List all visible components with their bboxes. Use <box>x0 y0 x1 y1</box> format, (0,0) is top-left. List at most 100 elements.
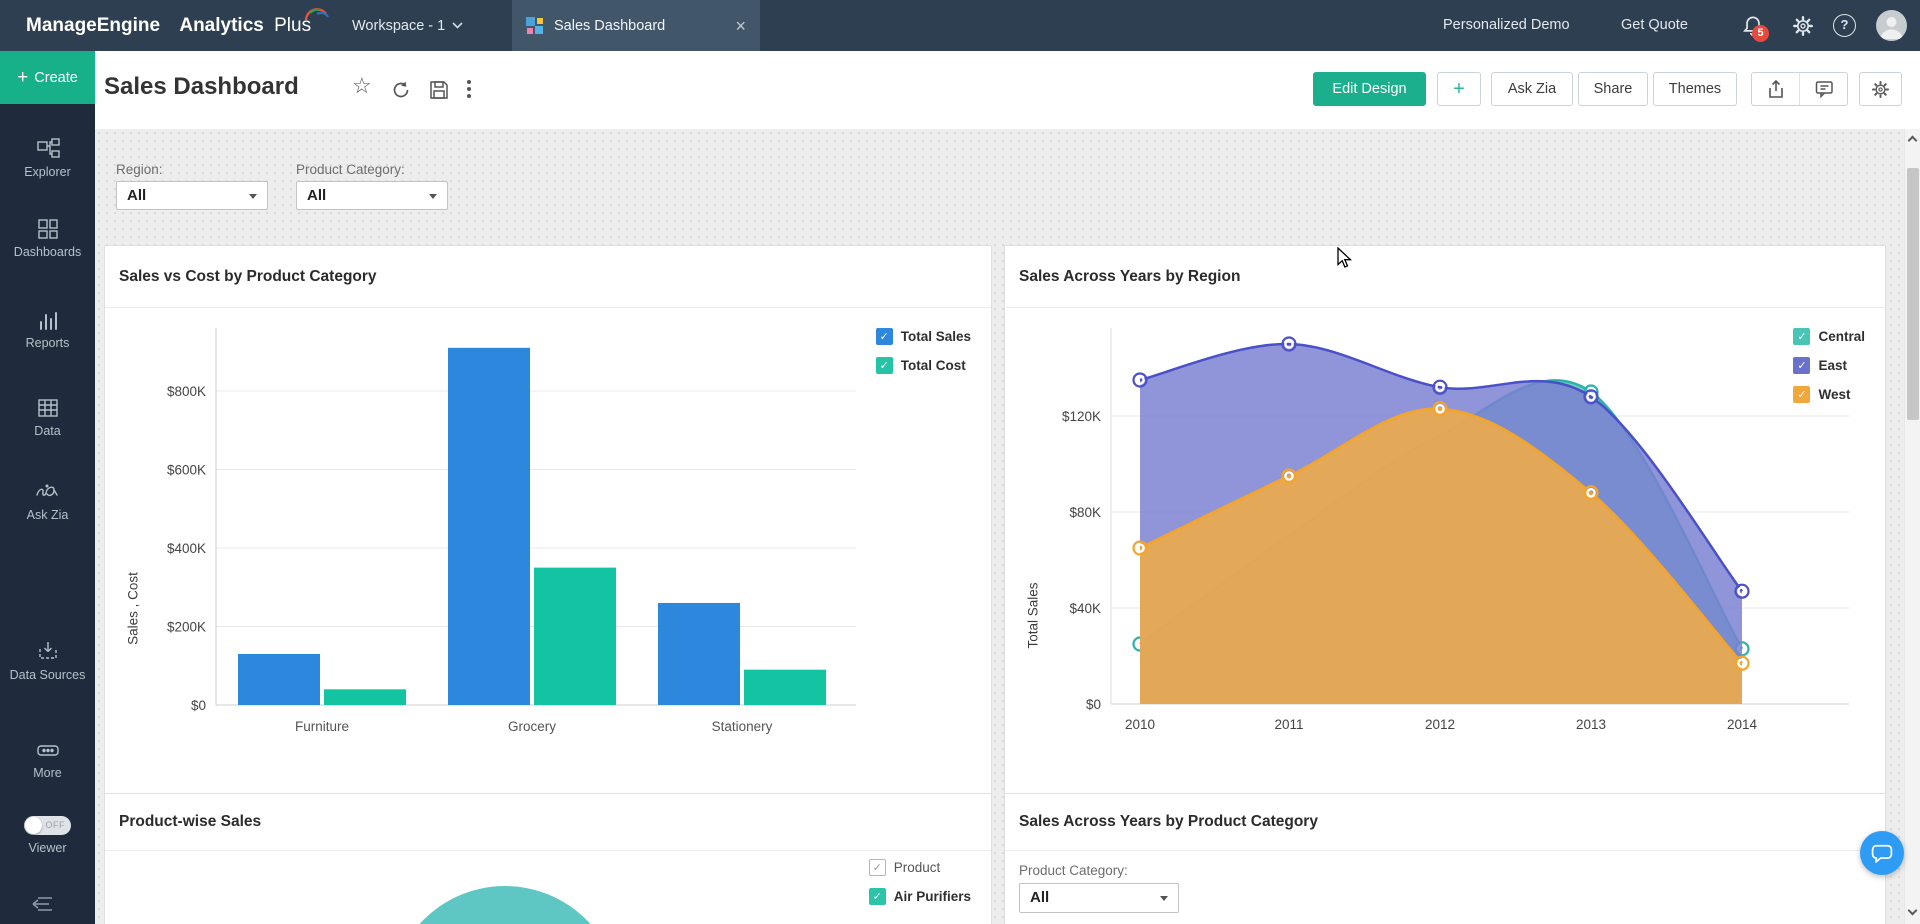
card-title: Sales vs Cost by Product Category <box>119 267 377 285</box>
edit-design-button[interactable]: Edit Design <box>1313 72 1426 106</box>
card-header: Sales vs Cost by Product Category <box>105 246 991 308</box>
tab-close-icon[interactable]: × <box>735 15 746 36</box>
legend-label: Total Cost <box>900 358 966 373</box>
checkbox-checked-icon[interactable]: ✓ <box>868 859 886 876</box>
card-body: Product Category: All <box>1005 851 1885 924</box>
card-sales-across-years: Sales Across Years by Region $0 $40K $80K $… <box>1004 245 1886 818</box>
data-table-icon <box>37 399 58 417</box>
create-button[interactable]: + Create <box>0 51 95 104</box>
chat-support-button[interactable] <box>1860 831 1904 875</box>
add-widget-button[interactable]: + <box>1437 72 1481 106</box>
card-product-wise-sales: Product-wise Sales ✓ Product ✓ Air Purif… <box>104 793 992 924</box>
legend-item-west[interactable]: ✓ West <box>1793 386 1865 403</box>
sidebar-item-data-sources[interactable]: Data Sources <box>0 639 95 683</box>
checkbox-checked-icon[interactable]: ✓ <box>875 328 893 345</box>
create-label: Create <box>34 69 78 86</box>
logo-swoosh-icon <box>304 8 329 21</box>
more-icon <box>36 745 59 756</box>
legend-item-total-sales[interactable]: ✓ Total Sales <box>875 328 971 345</box>
svg-text:$0: $0 <box>191 698 206 713</box>
sidebar-item-dashboards[interactable]: Dashboards <box>0 218 95 260</box>
favorite-star-icon[interactable]: ☆ <box>352 73 372 98</box>
legend-item-total-cost[interactable]: ✓ Total Cost <box>875 357 971 374</box>
legend-item-air-purifiers[interactable]: ✓ Air Purifiers <box>868 888 971 905</box>
checkbox-checked-icon[interactable]: ✓ <box>875 357 893 374</box>
dropdown-caret-icon <box>429 194 437 199</box>
card-sales-vs-cost: Sales vs Cost by Product Category $0 $200… <box>104 245 992 820</box>
export-button[interactable] <box>1752 73 1799 105</box>
chevron-down-icon <box>452 22 463 29</box>
svg-text:2014: 2014 <box>1727 717 1758 732</box>
export-comment-button-group <box>1751 72 1848 106</box>
card-sales-years-by-category: Sales Across Years by Product Category P… <box>1004 793 1886 924</box>
chart-legend: ✓ Product ✓ Air Purifiers <box>868 859 971 905</box>
collapse-sidebar-button[interactable] <box>30 893 56 920</box>
scroll-up-arrow-icon[interactable] <box>1907 135 1918 146</box>
reports-icon <box>39 312 57 330</box>
vertical-scrollbar[interactable] <box>1904 129 1920 924</box>
viewer-label: Viewer <box>28 841 67 855</box>
sidebar-item-data[interactable]: Data <box>0 397 95 439</box>
svg-text:2013: 2013 <box>1576 717 1606 732</box>
product-suffix: Plus <box>274 15 312 36</box>
svg-text:Stationery: Stationery <box>712 719 773 734</box>
more-options-kebab-icon[interactable] <box>467 80 471 98</box>
avatar[interactable] <box>1876 10 1907 41</box>
workspace-switcher[interactable]: Workspace - 1 <box>352 0 463 51</box>
refresh-icon[interactable] <box>390 79 412 106</box>
legend-label: Total Sales <box>900 329 971 344</box>
legend-item-product-header[interactable]: ✓ Product <box>868 859 971 876</box>
save-icon[interactable] <box>428 79 450 106</box>
dropdown-caret-icon <box>249 194 257 199</box>
svg-text:$600K: $600K <box>167 463 206 478</box>
legend-item-central[interactable]: ✓ Central <box>1793 328 1865 345</box>
svg-text:$120K: $120K <box>1062 409 1101 424</box>
legend-label: Central <box>1818 329 1865 344</box>
card-header: Sales Across Years by Region <box>1005 246 1885 308</box>
comment-icon <box>1815 81 1833 99</box>
area-chart-plot: $0 $40K $80K $120K 2010 2011 2012 2013 2014 <box>1062 328 1849 732</box>
widget-category-dropdown[interactable]: All <box>1019 883 1179 913</box>
share-button[interactable]: Share <box>1578 72 1648 106</box>
workspace-label: Workspace - 1 <box>352 17 446 34</box>
svg-text:$200K: $200K <box>167 620 206 635</box>
card-body: $0 $40K $80K $120K 2010 2011 2012 2013 2014 ✓ Ce… <box>1005 308 1885 818</box>
svg-text:2010: 2010 <box>1125 717 1155 732</box>
card-header: Product-wise Sales <box>105 794 991 851</box>
scroll-down-arrow-icon[interactable] <box>1907 905 1918 916</box>
sidebar-item-explorer[interactable]: Explorer <box>0 138 95 180</box>
card-title: Product-wise Sales <box>119 813 262 830</box>
legend-label: Air Purifiers <box>893 889 971 904</box>
get-quote-link[interactable]: Get Quote <box>1621 17 1688 33</box>
comments-button[interactable] <box>1799 73 1847 105</box>
dashboard-settings-button[interactable] <box>1859 72 1902 106</box>
personalized-demo-link[interactable]: Personalized Demo <box>1443 17 1570 33</box>
checkbox-checked-icon[interactable]: ✓ <box>1793 328 1811 345</box>
scrollbar-thumb[interactable] <box>1907 168 1919 420</box>
category-filter-label: Product Category: <box>296 162 405 177</box>
category-filter-dropdown[interactable]: All <box>296 181 448 210</box>
dashboard-canvas: Region: All Product Category: All Sales … <box>95 129 1920 924</box>
svg-text:Furniture: Furniture <box>295 719 349 734</box>
tab-sales-dashboard[interactable]: Sales Dashboard × <box>512 0 760 51</box>
help-icon[interactable]: ? <box>1833 14 1856 37</box>
region-filter-dropdown[interactable]: All <box>116 181 268 210</box>
sidebar-item-more[interactable]: More <box>0 739 95 781</box>
checkbox-checked-icon[interactable]: ✓ <box>1793 357 1811 374</box>
ask-zia-button[interactable]: Ask Zia <box>1491 72 1573 106</box>
sidebar-item-reports[interactable]: Reports <box>0 309 95 351</box>
plus-icon: + <box>17 66 29 88</box>
dashboard-toolbar: Sales Dashboard ☆ Edit Design + Ask Zia … <box>95 51 1920 129</box>
checkbox-checked-icon[interactable]: ✓ <box>868 888 886 905</box>
sidebar-item-label: Dashboards <box>13 245 82 259</box>
page-title: Sales Dashboard <box>104 73 299 100</box>
sidebar-item-label: Ask Zia <box>26 508 69 522</box>
viewer-toggle-switch[interactable]: OFF <box>24 816 71 835</box>
settings-gear-icon[interactable] <box>1791 14 1815 43</box>
themes-button[interactable]: Themes <box>1653 72 1737 106</box>
legend-item-east[interactable]: ✓ East <box>1793 357 1865 374</box>
pie-chart-slice <box>390 886 620 924</box>
checkbox-checked-icon[interactable]: ✓ <box>1793 386 1811 403</box>
tab-label: Sales Dashboard <box>554 17 666 34</box>
sidebar-item-ask-zia[interactable]: Ask Zia <box>0 481 95 523</box>
